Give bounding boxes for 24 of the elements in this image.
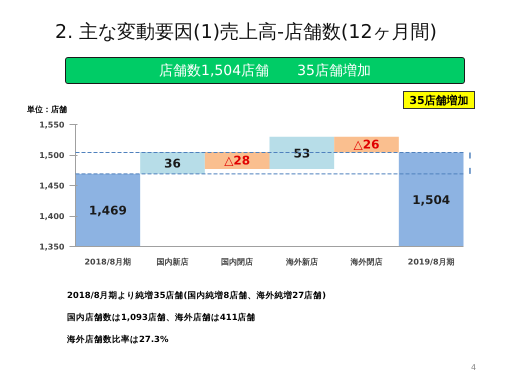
data-label: 1,469 [88, 204, 127, 218]
y-tick-label: 1,500 [39, 151, 65, 160]
y-tick-label: 1,550 [39, 120, 65, 130]
data-label: △28 [224, 153, 250, 168]
x-tick-label: 海外新店 [284, 256, 318, 266]
data-label: 1,504 [412, 193, 450, 208]
x-tick-label: 2018/8月期 [84, 258, 132, 266]
chart-subtitle: 店舗数1,504店舗 35店舗増加 [159, 62, 371, 81]
text: 2018/8月期より純増35店舗(国内純増8店舗、海外純増27店舗) [67, 290, 326, 302]
text: 海外店舗数比率は27.3% [67, 334, 168, 346]
y-tick-label: 1,350 [39, 242, 65, 252]
text: 35店舗増加 [409, 93, 469, 109]
chart-title: 2. 主な変動要因(1)売上高-店舗数(12ヶ月間) [55, 20, 437, 45]
x-tick-label: 国内閉店 [221, 256, 254, 266]
y-tick-label: 1,450 [39, 182, 65, 190]
text: 4 [471, 362, 476, 374]
x-tick-label: 2019/8月期 [408, 258, 455, 266]
x-tick-label: 国内新店 [156, 256, 188, 266]
text: 国内店舗数は1,093店舗、海外店舗は411店舗 [67, 312, 256, 324]
data-label: △26 [354, 138, 380, 152]
data-label: 36 [164, 156, 181, 170]
x-tick-label: 海外閉店 [350, 256, 382, 266]
y-tick-label: 1,400 [39, 212, 65, 221]
y-axis-title: 単位：店舗 [27, 104, 67, 116]
